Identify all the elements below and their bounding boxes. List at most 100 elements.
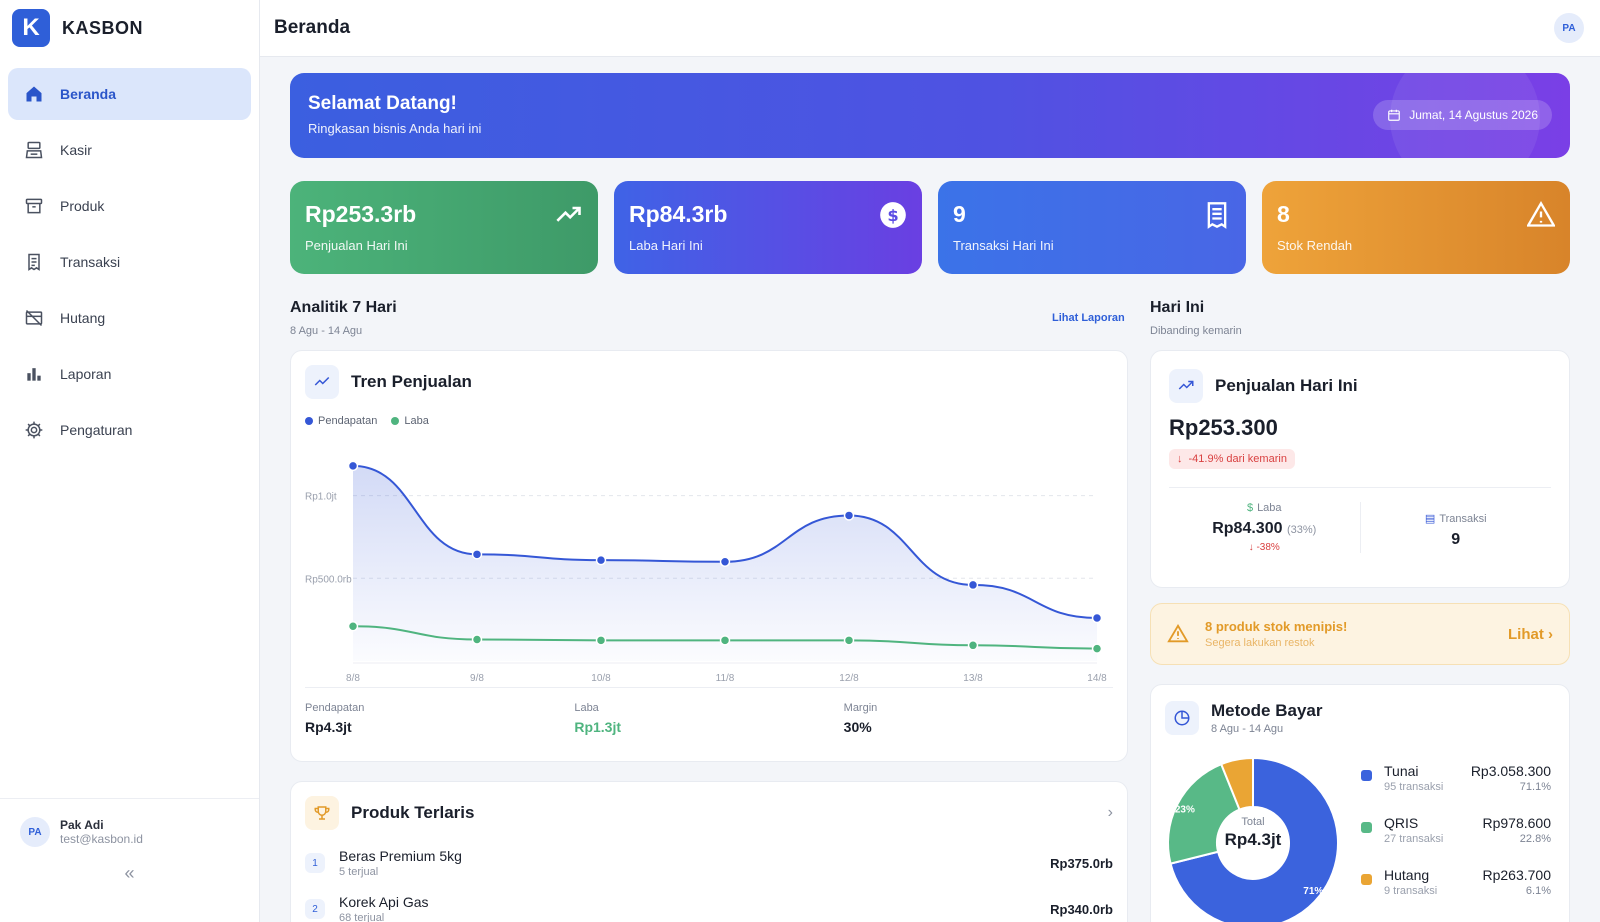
- warning-icon: [1167, 623, 1189, 643]
- sales-trend-card: Tren Penjualan Pendapatan Laba Rp1.0jt Rp…: [290, 350, 1128, 762]
- card-title: Penjualan Hari Ini: [1215, 376, 1358, 395]
- data-point-laba: [843, 635, 855, 646]
- analytics-range: 8 Agu - 14 Agu: [290, 325, 363, 337]
- sidebar-item-kasir[interactable]: Kasir: [8, 124, 251, 176]
- list-item[interactable]: 1 Beras Premium 5kg 5 terjual Rp375.0rb: [291, 840, 1127, 886]
- chevron-right-icon[interactable]: ›: [1107, 804, 1113, 821]
- payment-row-hutang[interactable]: Hutang 9 transaksi Rp263.700 6.1%: [1361, 867, 1551, 919]
- legend-item-laba[interactable]: Laba: [391, 415, 429, 427]
- today-sales-card: Penjualan Hari Ini Rp253.300 ↓ -41.9% da…: [1150, 350, 1570, 588]
- payment-row-qris[interactable]: QRIS 27 transaksi Rp978.600 22.8%: [1361, 815, 1551, 867]
- sidebar-item-label: Transaksi: [60, 254, 121, 270]
- y-tick-label: Rp1.0jt: [305, 492, 337, 503]
- collapse-sidebar-button[interactable]: «: [124, 863, 135, 883]
- list-item[interactable]: 2 Korek Api Gas 68 terjual Rp340.0rb: [291, 886, 1127, 922]
- data-point-pendapatan: [1091, 612, 1103, 624]
- data-point-pendapatan: [967, 579, 979, 591]
- receipt-icon: [28, 253, 40, 271]
- chart-summary: Pendapatan Rp4.3jt Laba Rp1.3jt Margin 3…: [305, 687, 1113, 749]
- product-sold: 5 terjual: [339, 866, 379, 878]
- low-stock-alert[interactable]: 8 produk stok menipis! Segera lakukan re…: [1150, 603, 1570, 665]
- slice-label: 23%: [1175, 804, 1195, 815]
- today-breakdown: $ Laba Rp84.300 (33%) ↓ -38% ▤ Transaksi 9: [1169, 487, 1551, 553]
- donut-hole: [1217, 807, 1289, 879]
- summary-value: Rp1.3jt: [574, 719, 622, 735]
- avatar: PA: [20, 817, 50, 847]
- stat-card-low-stock[interactable]: 8 Stok Rendah: [1262, 181, 1570, 274]
- stat-card-sales[interactable]: Rp253.3rb Penjualan Hari Ini: [290, 181, 598, 274]
- product-sold: 68 terjual: [339, 912, 385, 922]
- data-point-pendapatan: [471, 549, 483, 560]
- stat-pct: (33%): [1286, 524, 1317, 536]
- x-tick-label: 11/8: [716, 673, 735, 684]
- stat-label: Laba Hari Ini: [629, 238, 703, 253]
- sidebar-item-transaksi[interactable]: Transaksi: [8, 236, 251, 288]
- page-title: Beranda: [274, 17, 351, 38]
- profit-stat: $ Laba Rp84.300 (33%) ↓ -38%: [1169, 502, 1360, 553]
- data-point-pendapatan: [595, 554, 607, 566]
- sidebar-item-pengaturan[interactable]: Pengaturan: [8, 404, 251, 456]
- sidebar: K KASBON Beranda Kasir Produk Transaksi …: [0, 0, 260, 922]
- calendar-icon: [1388, 109, 1401, 121]
- payment-row-tunai[interactable]: Tunai 95 transaksi Rp3.058.300 71.1%: [1361, 763, 1551, 815]
- stat-card-transactions[interactable]: 9 Transaksi Hari Ini: [938, 181, 1246, 274]
- x-tick-label: 9/8: [470, 673, 484, 684]
- welcome-banner: Selamat Datang! Ringkasan bisnis Anda ha…: [290, 73, 1570, 158]
- user-profile[interactable]: PA Pak Adi test@kasbon.id: [0, 799, 259, 847]
- method-name: QRIS: [1384, 815, 1419, 831]
- date-text: Jumat, 14 Agustus 2026: [1409, 108, 1538, 122]
- y-tick-label: Rp500.0rb: [305, 574, 352, 585]
- data-point-laba: [719, 635, 731, 646]
- dollar-icon: $: [1246, 502, 1254, 514]
- stat-value: 8: [1277, 201, 1290, 227]
- stat-label: Laba: [1257, 502, 1282, 514]
- stat-value: 9: [953, 201, 966, 227]
- legend-item-pendapatan[interactable]: Pendapatan: [305, 415, 377, 427]
- view-report-link[interactable]: Lihat Laporan: [1052, 312, 1125, 324]
- stat-card-profit[interactable]: Rp84.3rb Laba Hari Ini $: [614, 181, 922, 274]
- sidebar-item-hutang[interactable]: Hutang: [8, 292, 251, 344]
- pie-chart-icon: [1165, 701, 1199, 735]
- card-title: Metode Bayar: [1211, 701, 1323, 720]
- trophy-icon: [305, 796, 339, 830]
- chart-legend: Pendapatan Laba: [291, 399, 1127, 427]
- sidebar-item-produk[interactable]: Produk: [8, 180, 251, 232]
- summary-value: Rp4.3jt: [305, 719, 352, 735]
- summary-label: Pendapatan: [305, 702, 365, 714]
- view-stock-link[interactable]: Lihat ›: [1507, 625, 1553, 643]
- summary-label: Laba: [574, 702, 599, 714]
- x-tick-label: 13/8: [963, 673, 983, 684]
- summary-revenue: Pendapatan Rp4.3jt: [305, 688, 574, 749]
- brand[interactable]: K KASBON: [0, 0, 259, 56]
- dollar-icon: $: [880, 202, 906, 228]
- today-subtitle: Dibanding kemarin: [1150, 325, 1242, 337]
- stat-label: Transaksi: [1439, 512, 1487, 525]
- stat-value: Rp253.3rb: [305, 201, 417, 227]
- welcome-subtitle: Ringkasan bisnis Anda hari ini: [308, 121, 482, 136]
- debt-icon: [25, 309, 43, 327]
- method-count: 95 transaksi: [1384, 781, 1444, 793]
- brand-logo: K: [12, 9, 50, 47]
- x-tick-label: 14/8: [1087, 673, 1107, 684]
- sidebar-item-beranda[interactable]: Beranda: [8, 68, 251, 120]
- top-products-card: Produk Terlaris › 1 Beras Premium 5kg 5 …: [290, 781, 1128, 922]
- home-icon: [26, 86, 42, 102]
- chevron-right-icon: ›: [1548, 625, 1553, 643]
- data-point-pendapatan: [719, 556, 731, 568]
- user-name: Pak Adi: [60, 818, 104, 832]
- product-name: Korek Api Gas: [339, 894, 429, 910]
- donut-total-label: Total: [1241, 816, 1265, 828]
- method-amount: Rp263.700: [1482, 867, 1551, 883]
- x-tick-label: 8/8: [346, 673, 360, 684]
- method-pct: 71.1%: [1519, 781, 1551, 793]
- sidebar-item-laporan[interactable]: Laporan: [8, 348, 251, 400]
- brand-name: KASBON: [62, 17, 144, 38]
- box-icon: [25, 198, 43, 214]
- summary-margin: Margin 30%: [844, 688, 1113, 749]
- x-tick-label: 12/8: [839, 673, 859, 684]
- avatar[interactable]: PA: [1554, 13, 1584, 43]
- summary-value: 30%: [843, 719, 872, 735]
- sidebar-item-label: Beranda: [60, 86, 117, 102]
- data-point-laba: [347, 621, 359, 632]
- trend-up-icon: [556, 206, 581, 222]
